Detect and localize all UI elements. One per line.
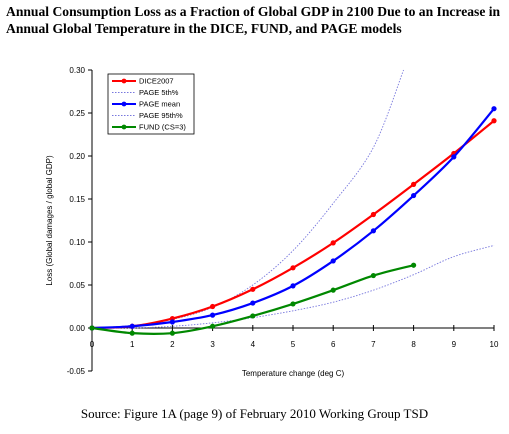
y-tick-label: -0.05: [67, 367, 86, 376]
series-line-page-5th: [91, 245, 495, 329]
data-point: [411, 262, 417, 268]
x-tick-label: 3: [210, 340, 215, 349]
data-point: [451, 154, 457, 160]
y-tick-label: 0.05: [69, 281, 85, 290]
y-tick-label: 0.25: [69, 109, 85, 118]
x-tick-label: 7: [371, 340, 376, 349]
x-tick-label: 1: [130, 340, 135, 349]
y-tick-label: 0.00: [69, 324, 85, 333]
legend-entry: PAGE 5th%: [112, 88, 179, 97]
data-point: [290, 265, 296, 271]
data-point: [290, 301, 296, 307]
data-point: [491, 106, 497, 112]
series-page-5th: [91, 245, 495, 329]
data-point: [250, 313, 256, 319]
x-tick-label: 9: [452, 340, 457, 349]
data-point: [491, 118, 497, 124]
legend-entry: FUND (CS=3): [112, 123, 186, 132]
legend-label: PAGE 95th%: [139, 111, 183, 120]
series-page-mean: [89, 106, 497, 331]
data-point: [129, 330, 135, 336]
x-tick-label: 8: [411, 340, 416, 349]
x-tick-label: 0: [90, 340, 95, 349]
series-line-dice2007: [91, 119, 495, 330]
legend-label: PAGE mean: [139, 100, 180, 109]
data-point: [169, 319, 175, 325]
data-point: [330, 287, 336, 293]
y-axis-label: Loss (Global damages / global GDP): [45, 155, 54, 286]
data-point: [169, 330, 175, 336]
x-tick-label: 4: [251, 340, 256, 349]
data-point: [250, 286, 256, 292]
chart-title: Annual Consumption Loss as a Fraction of…: [6, 4, 501, 36]
source-caption: Source: Figure 1A (page 9) of February 2…: [80, 406, 429, 421]
data-point: [129, 323, 135, 329]
legend: DICE2007 PAGE 5th% PAGE mean PAGE 95th% FUND…: [107, 73, 195, 135]
series-layer: [89, 69, 497, 336]
data-point: [370, 228, 376, 234]
data-point: [411, 192, 417, 199]
x-tick-label: 10: [490, 340, 499, 349]
data-point: [210, 323, 216, 329]
series-line-page-mean: [91, 107, 495, 330]
data-point: [370, 211, 376, 218]
data-point: [89, 325, 95, 331]
data-point: [210, 303, 216, 310]
data-point: [411, 181, 417, 187]
legend-marker: [121, 101, 127, 107]
legend-entry: PAGE mean: [112, 100, 180, 109]
series-line-fund-cs-3: [91, 264, 414, 336]
axes: -0.05 0.00 0.05 0.10 0.15 0.20 0.25 0.30 0 1 2 3 4 5 6…: [67, 66, 499, 376]
legend-entry: PAGE 95th%: [112, 111, 183, 120]
x-axis-label: Temperature change (deg C): [242, 369, 345, 378]
data-point: [370, 272, 376, 279]
y-tick-label: 0.15: [69, 195, 85, 204]
y-tick-label: 0.20: [69, 152, 85, 161]
x-tick-label: 6: [331, 340, 336, 349]
legend-entry: DICE2007: [112, 77, 174, 86]
data-point: [330, 240, 336, 246]
x-tick-label: 5: [291, 340, 296, 349]
series-fund-cs-3: [89, 262, 417, 336]
y-tick-label: 0.30: [69, 66, 85, 75]
legend-marker: [121, 124, 127, 130]
data-point: [250, 300, 256, 306]
legend-marker: [121, 78, 127, 84]
y-tick-label: 0.10: [69, 238, 85, 247]
legend-label: PAGE 5th%: [139, 88, 179, 97]
data-point: [210, 312, 216, 318]
series-dice2007: [89, 118, 497, 331]
x-tick-label: 2: [170, 340, 175, 349]
legend-label: DICE2007: [139, 77, 174, 86]
data-point: [290, 283, 296, 289]
data-point: [330, 258, 336, 264]
legend-label: FUND (CS=3): [139, 123, 186, 132]
